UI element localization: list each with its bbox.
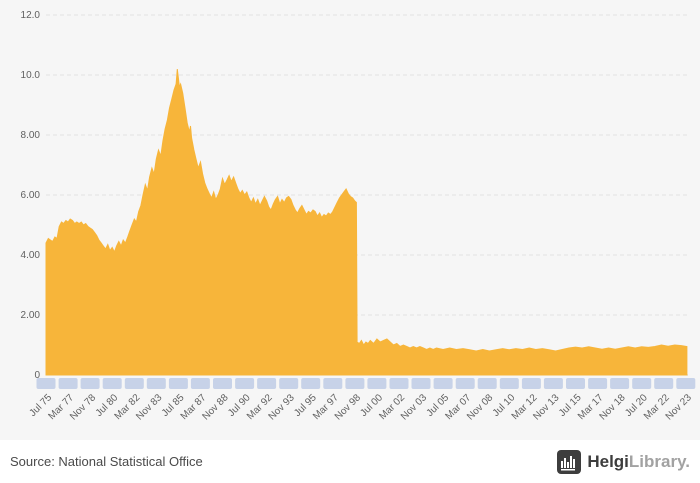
x-tick-chip xyxy=(168,378,188,389)
y-axis-label: 6.00 xyxy=(21,190,41,201)
x-tick-chip xyxy=(433,378,453,389)
x-tick-chip xyxy=(477,378,497,389)
x-tick-chip xyxy=(543,378,563,389)
x-tick-chip xyxy=(632,378,652,389)
x-tick-chip xyxy=(345,378,365,389)
brand-name-bold: Helgi xyxy=(587,451,629,471)
x-tick-chip xyxy=(124,378,144,389)
source-text: Source: National Statistical Office xyxy=(10,454,203,469)
x-tick-chip xyxy=(411,378,431,389)
footer: Source: National Statistical Office Helg… xyxy=(0,440,700,483)
x-tick-chip xyxy=(654,378,674,389)
y-axis-label: 2.00 xyxy=(21,310,41,321)
x-tick-chip xyxy=(323,378,343,389)
x-tick-chip xyxy=(146,378,166,389)
x-tick-chip xyxy=(213,378,232,389)
y-axis-label: 4.00 xyxy=(21,250,41,261)
x-tick-chip xyxy=(389,378,409,389)
brand-name: HelgiLibrary. xyxy=(587,452,690,472)
x-tick-chip xyxy=(102,378,122,389)
x-tick-chip xyxy=(455,378,475,389)
x-tick-chip xyxy=(235,378,255,389)
x-tick-chip xyxy=(36,378,56,389)
y-axis-label: 10.0 xyxy=(21,70,41,81)
brand-name-light: Library. xyxy=(628,451,690,471)
x-tick-chip xyxy=(499,378,519,389)
x-tick-chip xyxy=(566,378,585,389)
x-tick-chip xyxy=(676,378,696,389)
x-tick-chip xyxy=(279,378,299,389)
x-tick-chip xyxy=(190,378,210,389)
x-tick-chip xyxy=(301,378,321,389)
x-tick-chip xyxy=(58,378,78,389)
x-tick-chip xyxy=(588,378,608,389)
y-axis-label: 12.0 xyxy=(21,10,41,21)
x-tick-chip xyxy=(257,378,277,389)
x-tick-chip xyxy=(367,378,387,389)
x-tick-chip xyxy=(80,378,100,389)
helgilibrary-logo[interactable]: HelgiLibrary. xyxy=(557,449,690,474)
x-tick-chip xyxy=(610,378,630,389)
helgi-logo-icon xyxy=(557,449,582,474)
area-series xyxy=(45,68,688,376)
y-axis-label: 8.00 xyxy=(21,130,41,141)
chart-container: 0 2.00 4.00 6.00 8.00 10.0 12.0 Jul 75 Mar 77 Nov… xyxy=(20,10,696,423)
y-axis-label: 0 xyxy=(34,370,40,381)
x-tick-chip xyxy=(521,378,541,389)
